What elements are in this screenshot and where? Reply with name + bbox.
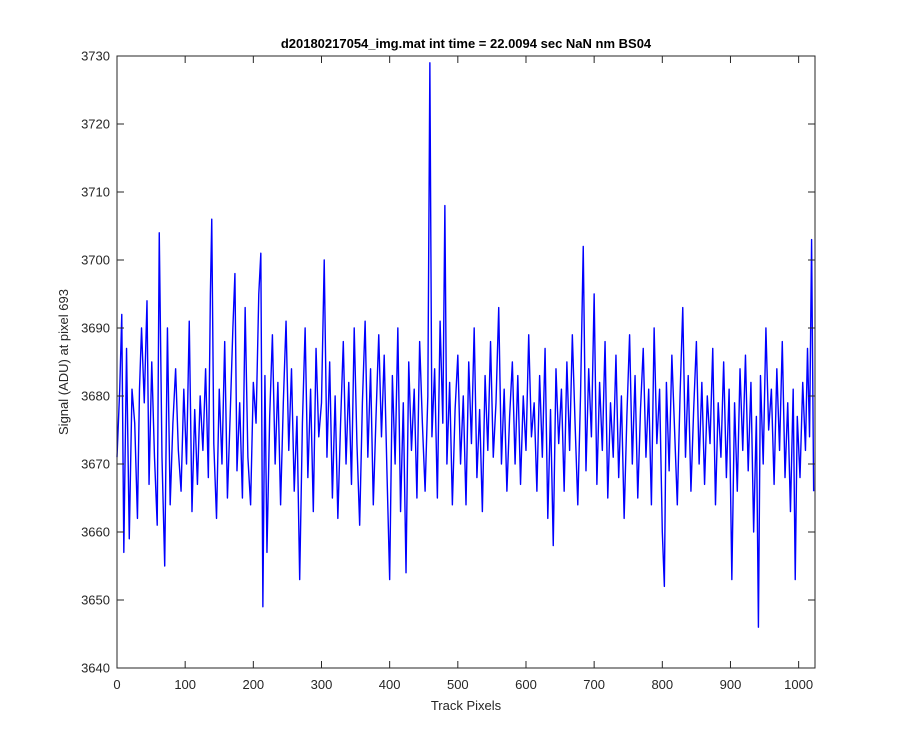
axes-group xyxy=(116,55,816,669)
y-tick-label: 3730 xyxy=(81,49,110,64)
plot-area xyxy=(117,56,815,668)
y-axis-label: Signal (ADU) at pixel 693 xyxy=(56,289,71,435)
axes-box xyxy=(116,55,816,669)
x-tick-label: 500 xyxy=(447,677,469,692)
x-tick-group: 0 100 200 300 400 500 600 700 800 900 1000 xyxy=(113,56,813,692)
y-tick-label: 3640 xyxy=(81,661,110,676)
y-tick-label: 3660 xyxy=(81,525,110,540)
y-tick-label: 3680 xyxy=(81,389,110,404)
x-tick-label: 100 xyxy=(174,677,196,692)
series-group xyxy=(116,62,815,628)
y-tick-group: 3640 3650 3660 3670 3680 3690 3700 3710 3720 3730 xyxy=(81,49,815,676)
y-tick-label: 3700 xyxy=(81,253,110,268)
x-tick-label: 400 xyxy=(379,677,401,692)
series-line-1 xyxy=(116,62,815,628)
x-tick-label: 300 xyxy=(311,677,333,692)
y-tick-label: 3710 xyxy=(81,185,110,200)
x-tick-label: 0 xyxy=(113,677,120,692)
x-tick-label: 200 xyxy=(242,677,264,692)
x-tick-label: 900 xyxy=(720,677,742,692)
y-tick-label: 3690 xyxy=(81,321,110,336)
x-tick-label: 700 xyxy=(583,677,605,692)
x-tick-label: 800 xyxy=(651,677,673,692)
y-tick-label: 3720 xyxy=(81,117,110,132)
y-tick-label: 3670 xyxy=(81,457,110,472)
y-tick-label: 3650 xyxy=(81,593,110,608)
x-tick-label: 600 xyxy=(515,677,537,692)
chart-title: d20180217054_img.mat int time = 22.0094 … xyxy=(281,36,652,51)
x-tick-label: 1000 xyxy=(784,677,813,692)
x-axis-label: Track Pixels xyxy=(431,698,502,713)
